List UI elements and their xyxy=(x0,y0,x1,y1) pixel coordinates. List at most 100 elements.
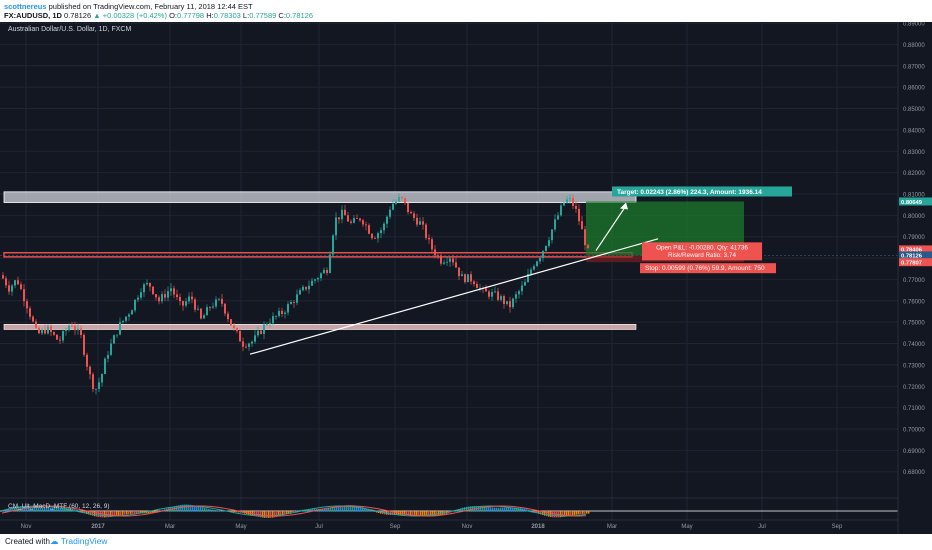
macd-histogram-bar xyxy=(392,511,394,516)
macd-histogram-bar xyxy=(500,507,502,512)
candle-body xyxy=(272,316,274,324)
price-axis-bg xyxy=(898,22,932,534)
candle-body xyxy=(512,298,514,308)
macd-histogram-bar xyxy=(38,507,40,512)
candle-body xyxy=(371,233,373,239)
macd-histogram-bar xyxy=(584,511,586,514)
candle-body xyxy=(443,262,445,264)
macd-signal-line xyxy=(1,505,587,517)
macd-histogram-bar xyxy=(132,511,134,514)
macd-histogram-bar xyxy=(182,504,184,512)
trendlines[interactable] xyxy=(249,202,659,355)
macd-histogram-bar xyxy=(362,507,364,512)
macd-histogram-bar xyxy=(210,509,212,512)
candle-body xyxy=(77,328,79,331)
candle-body xyxy=(149,282,151,287)
price-tag-bg xyxy=(899,251,932,260)
candle-body xyxy=(83,334,85,355)
candle-body xyxy=(515,294,517,299)
macd-histogram-bar xyxy=(464,507,466,512)
candle-body xyxy=(152,286,154,295)
macd-histogram-bar xyxy=(278,511,280,517)
macd-histogram-bar xyxy=(120,511,122,516)
candle-body xyxy=(284,312,286,314)
macd-histogram-bar xyxy=(180,504,182,512)
macd-histogram-bar xyxy=(266,511,268,518)
macd-histogram-bar xyxy=(236,511,238,513)
candle-body xyxy=(347,215,349,222)
candle-body xyxy=(518,291,520,295)
price-axis[interactable]: 0.89000 0.88000 0.87000 0.86000 0.85000 0.840… xyxy=(897,22,932,534)
macd-histogram-bar xyxy=(124,511,126,515)
macd-histogram-bar xyxy=(322,508,324,512)
target-label: Target: 0.02243 (2.86%) 224.3, Amount: 1… xyxy=(617,189,762,196)
candle-body xyxy=(479,287,481,289)
macd-histogram-bar xyxy=(494,507,496,512)
macd-histogram-bar xyxy=(76,509,78,512)
macd-histogram-bar xyxy=(84,511,86,514)
y-tick-label: 0.87000 xyxy=(903,64,925,70)
candle-body xyxy=(365,224,367,226)
candle-body xyxy=(26,301,28,309)
chart-area[interactable]: Australian Dollar/U.S. Dollar, 1D, FXCM … xyxy=(0,22,932,534)
candle-body xyxy=(575,205,577,209)
candle-body xyxy=(266,324,268,325)
candle-body xyxy=(434,249,436,256)
trendline xyxy=(249,238,659,355)
macd-pane: CM_Ult_MacD_MTF (60, 12, 26, 9)0.0000 xyxy=(0,497,922,518)
author-name[interactable]: scottnereus xyxy=(4,2,47,11)
macd-histogram-bar xyxy=(98,511,100,518)
time-axis[interactable]: Nov 2017 Mar May Jul Sep Nov 2018 Mar May Jul Sep xyxy=(0,519,898,530)
macd-histogram-bar xyxy=(116,511,118,516)
macd-histogram-bar xyxy=(42,507,44,512)
macd-histogram-bar xyxy=(200,506,202,512)
candle-body xyxy=(32,316,34,322)
macd-histogram-bar xyxy=(490,507,492,512)
price-chart[interactable]: Australian Dollar/U.S. Dollar, 1D, FXCM … xyxy=(0,22,932,534)
macd-histogram-bar xyxy=(348,505,350,512)
candle-body xyxy=(188,296,190,302)
macd-histogram-bar xyxy=(582,511,584,514)
support-zone xyxy=(3,323,637,330)
candle-body xyxy=(557,215,559,220)
macd-histogram-bar xyxy=(344,505,346,512)
candle-body xyxy=(164,294,166,298)
candle-body xyxy=(2,275,4,279)
candle-body xyxy=(23,289,25,302)
candle-body xyxy=(530,269,532,275)
stop-label: Stop: 0.00599 (0.76%) 59.9, Amount: 750 xyxy=(645,265,765,272)
candle-body xyxy=(101,374,103,383)
macd-histogram-bar xyxy=(484,506,486,512)
macd-histogram-bar xyxy=(212,509,214,512)
candle-body xyxy=(233,325,235,328)
y-tick-label: 0.85000 xyxy=(903,107,925,113)
y-tick-label: 0.70000 xyxy=(903,427,925,433)
macd-histogram-bar xyxy=(478,506,480,512)
macd-histogram-bar xyxy=(466,506,468,512)
candle-body xyxy=(302,286,304,291)
candle-body xyxy=(446,261,448,263)
y-tick-label: 0.77000 xyxy=(903,278,925,284)
candle-body xyxy=(263,324,265,334)
macd-histogram-bar xyxy=(334,506,336,512)
macd-histogram-bar xyxy=(134,511,136,514)
candle-body xyxy=(425,224,427,238)
macd-histogram-bar xyxy=(230,511,232,512)
candle-body xyxy=(536,261,538,267)
macd-histogram-bar xyxy=(434,511,436,517)
macd-histogram-bar xyxy=(482,506,484,512)
candle-body xyxy=(98,382,100,389)
macd-histogram-bar xyxy=(264,511,266,518)
price-change: ▲ +0.00328 (+0.42%) xyxy=(93,11,167,20)
candle-body xyxy=(521,285,523,292)
macd-histogram-bar xyxy=(340,505,342,512)
macd-histogram-bar xyxy=(114,511,116,517)
close-value: 0.78126 xyxy=(285,11,314,20)
macd-histogram-bar xyxy=(90,511,92,516)
macd-histogram-bar xyxy=(310,509,312,512)
candle-body xyxy=(20,284,22,290)
y-tick-label: 0.75000 xyxy=(903,321,925,327)
candle-body xyxy=(104,358,106,375)
tradingview-logo[interactable]: ☁ TradingView xyxy=(50,536,108,546)
projection-line xyxy=(595,205,627,251)
